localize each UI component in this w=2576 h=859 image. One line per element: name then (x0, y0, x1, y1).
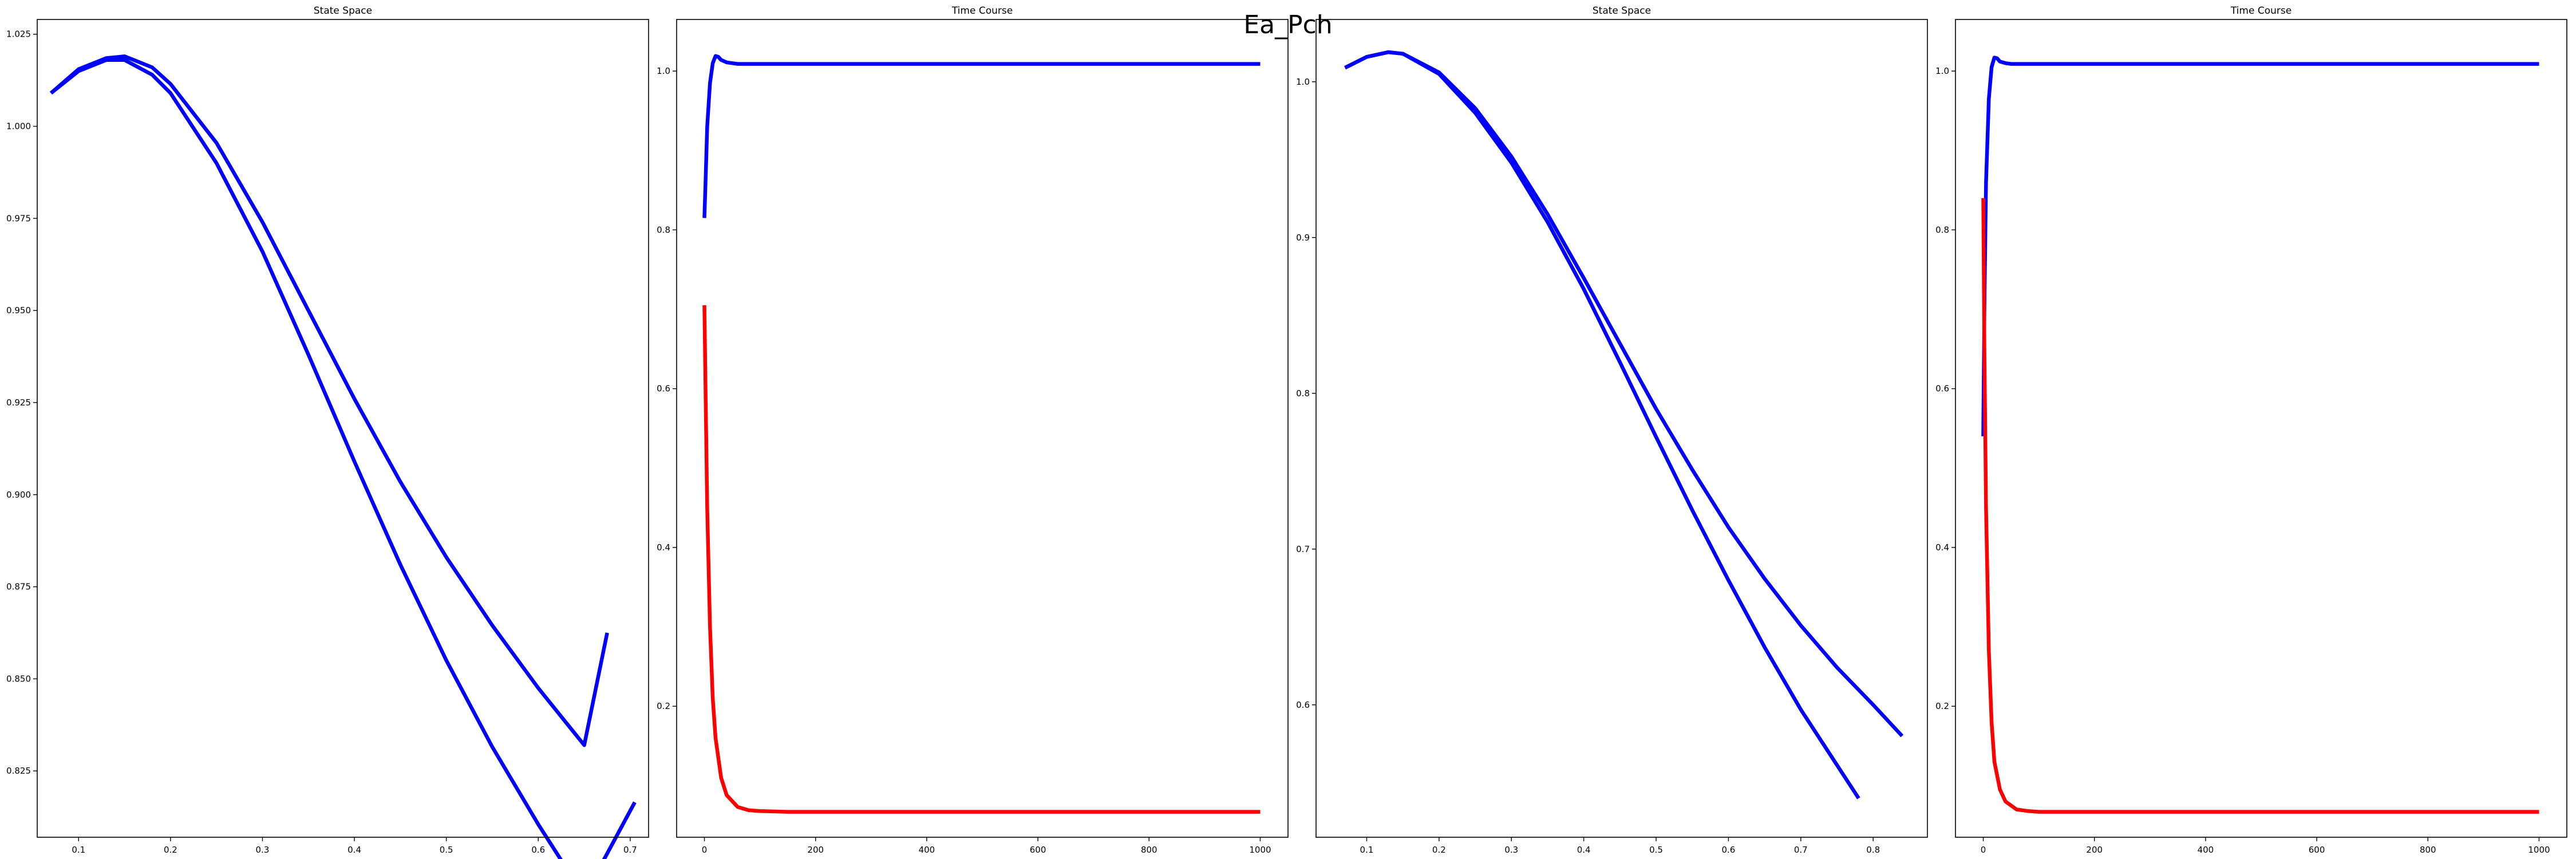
y-tick-label: 0.900 (6, 490, 31, 500)
x-tick-label: 200 (807, 845, 824, 855)
y-tick-label: 0.925 (6, 397, 31, 408)
x-tick-label: 0 (702, 845, 708, 855)
panel-1: State Space 0.1 0.2 0.3 0.4 0.5 0.6 0.7 0.825 0.8… (6, 5, 649, 859)
y-tick-label: 0.2 (657, 701, 670, 711)
x-tick-label: 0.5 (440, 845, 453, 855)
series-line-1 (1981, 56, 2539, 436)
series-line-2 (1981, 198, 2539, 814)
x-tick-label: 0.2 (164, 845, 177, 855)
y-tick-label: 1.000 (6, 121, 31, 132)
x-tick-label: 0.2 (1432, 845, 1446, 855)
series-line-1 (702, 54, 1261, 218)
panel-4: Time Course 0 200 400 600 800 1000 0.2 0.4 0.6 0.8… (1935, 5, 2567, 855)
x-tick-label: 0.7 (623, 845, 637, 855)
x-tick-label: 0.6 (531, 845, 545, 855)
y-tick-label: 0.7 (1296, 544, 1310, 554)
x-tick-label: 0.1 (1360, 845, 1374, 855)
y-tick-label: 0.875 (6, 582, 31, 592)
y-tick-label: 0.825 (6, 766, 31, 776)
series-line-2 (702, 305, 1261, 814)
series-line-1 (1344, 50, 1860, 799)
x-tick-label: 800 (1141, 845, 1157, 855)
x-tick-label: 0.6 (1721, 845, 1735, 855)
x-tick-label: 1000 (1249, 845, 1271, 855)
axes-frame (1955, 19, 2567, 838)
y-tick-label: 1.0 (1296, 77, 1310, 87)
series-line-2 (1344, 50, 1904, 738)
panel-title: Time Course (2230, 5, 2291, 17)
y-tick-label: 0.9 (1296, 233, 1310, 243)
x-tick-label: 200 (2086, 845, 2103, 855)
y-tick-label: 0.850 (6, 673, 31, 684)
panel-title: State Space (314, 5, 372, 17)
panel-title: Time Course (951, 5, 1013, 17)
y-tick-label: 0.6 (1296, 700, 1310, 710)
x-tick-label: 0.7 (1794, 845, 1808, 855)
x-tick-label: 0.5 (1649, 845, 1663, 855)
y-tick-label: 0.950 (6, 305, 31, 316)
x-tick-label: 600 (1030, 845, 1046, 855)
y-tick-label: 0.4 (1935, 542, 1949, 553)
y-tick-label: 0.4 (657, 542, 670, 553)
panel-3: State Space 0.1 0.2 0.3 0.4 0.5 0.6 0.7 0.8 0.6 0.… (1296, 5, 1928, 855)
x-tick-label: 0.4 (1577, 845, 1591, 855)
axes-frame (676, 19, 1289, 838)
y-tick-label: 0.975 (6, 213, 31, 223)
x-tick-label: 0.3 (1504, 845, 1518, 855)
x-tick-label: 0 (1981, 845, 1986, 855)
x-tick-label: 0.1 (72, 845, 85, 855)
x-tick-label: 400 (2198, 845, 2214, 855)
x-tick-label: 400 (919, 845, 935, 855)
x-tick-label: 1000 (2528, 845, 2550, 855)
y-tick-label: 0.8 (1935, 224, 1949, 235)
axes-frame (37, 19, 649, 838)
series-line-2 (49, 54, 609, 747)
panel-title: State Space (1593, 5, 1651, 17)
x-tick-label: 0.3 (256, 845, 270, 855)
y-tick-label: 0.8 (657, 224, 670, 235)
panel-2: Time Course 0 200 400 600 800 1000 0.2 0.4 0.6 0.8… (657, 5, 1289, 855)
series-line-1 (50, 58, 637, 859)
x-tick-label: 800 (2420, 845, 2436, 855)
y-tick-label: 1.025 (6, 29, 31, 40)
y-tick-label: 0.6 (1935, 384, 1949, 394)
y-tick-label: 0.6 (657, 384, 670, 394)
y-tick-label: 1.0 (657, 66, 670, 76)
y-tick-label: 0.8 (1296, 388, 1310, 399)
x-tick-label: 600 (2309, 845, 2325, 855)
x-tick-label: 0.8 (1866, 845, 1880, 855)
y-tick-label: 1.0 (1935, 66, 1949, 76)
y-tick-label: 0.2 (1935, 701, 1949, 711)
x-tick-label: 0.4 (347, 845, 361, 855)
axes-frame (1315, 19, 1928, 838)
